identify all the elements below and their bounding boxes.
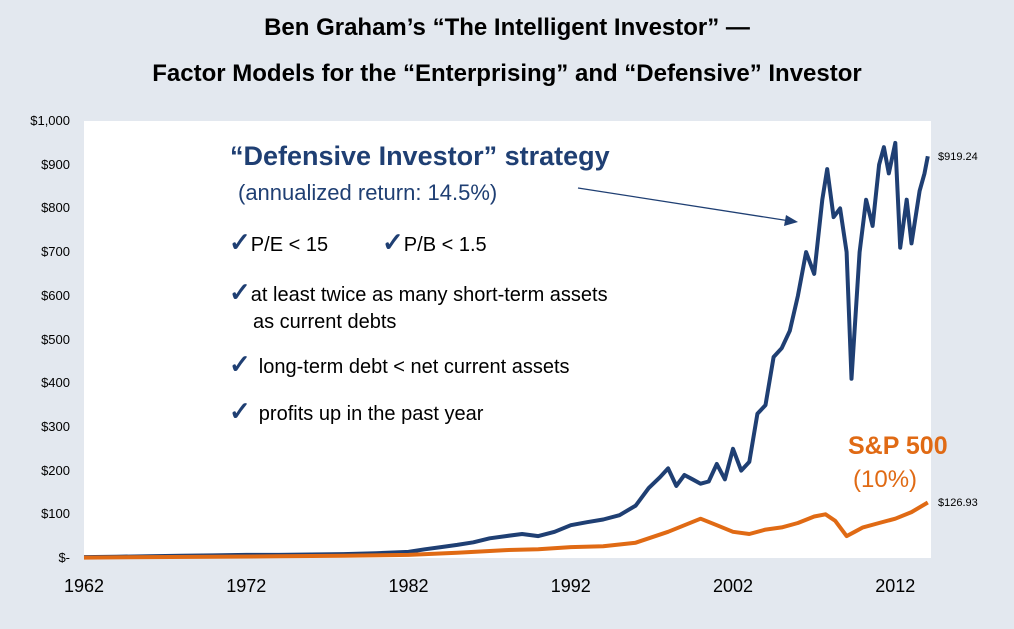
y-tick-label: $400 [41, 375, 70, 391]
y-tick-label: $1,000 [30, 113, 70, 128]
x-tick-label: 1972 [226, 576, 267, 596]
check-icon: ✓ [229, 349, 251, 379]
y-tick-label: $600 [41, 287, 70, 303]
criterion-debt-text: long-term debt < net current assets [258, 356, 570, 378]
x-tick-label: 2012 [875, 576, 916, 596]
sp500-title: S&P 500 [848, 432, 948, 460]
criterion-pe: ✓P/E < 15 [229, 227, 328, 258]
y-tick-label: $900 [41, 156, 70, 172]
y-tick-label: $- [58, 550, 70, 565]
criterion-profits-text: profits up in the past year [258, 403, 484, 425]
criterion-assets-line2: as current debts [253, 311, 397, 333]
sp500-series-line [83, 500, 929, 560]
chart-title-line-1: Ben Graham’s “The Intelligent Investor” … [264, 14, 750, 41]
y-tick-label: $800 [41, 200, 70, 216]
defensive-end-value-label: $919.24 [938, 151, 978, 163]
y-tick-label: $300 [41, 418, 70, 434]
chart-title-line-2: Factor Models for the “Enterprising” and… [152, 60, 862, 87]
criterion-pb-text: P/B < 1.5 [403, 234, 487, 256]
criterion-debt: ✓ long-term debt < net current assets [229, 349, 570, 380]
check-icon: ✓ [229, 227, 251, 257]
criterion-assets: ✓at least twice as many short-term asset… [229, 277, 608, 308]
check-icon: ✓ [229, 277, 251, 307]
y-tick-label: $700 [41, 244, 70, 260]
defensive-strategy-return: (annualized return: 14.5%) [238, 180, 498, 205]
plot-area [84, 121, 931, 558]
x-tick-label: 1992 [550, 576, 591, 596]
criterion-assets-line1: at least twice as many short-term assets [250, 284, 608, 306]
criterion-pe-text: P/E < 15 [250, 234, 329, 256]
y-tick-label: $500 [41, 331, 70, 347]
defensive-strategy-title: “Defensive Investor” strategy [230, 141, 610, 171]
criterion-pb: ✓P/B < 1.5 [382, 227, 487, 258]
x-tick-label: 2002 [713, 576, 754, 596]
x-tick-label: 1982 [388, 576, 429, 596]
sp500-return: (10%) [853, 466, 918, 493]
x-tick-label: 1962 [63, 576, 105, 596]
check-icon: ✓ [229, 396, 251, 426]
defensive-series-line [83, 140, 930, 560]
criterion-profits: ✓ profits up in the past year [229, 396, 483, 427]
sp500-end-value-label: $126.93 [938, 497, 978, 509]
y-tick-label: $200 [41, 462, 70, 478]
annotation-arrow [577, 187, 798, 226]
y-tick-label: $100 [41, 506, 70, 522]
check-icon: ✓ [382, 227, 404, 257]
